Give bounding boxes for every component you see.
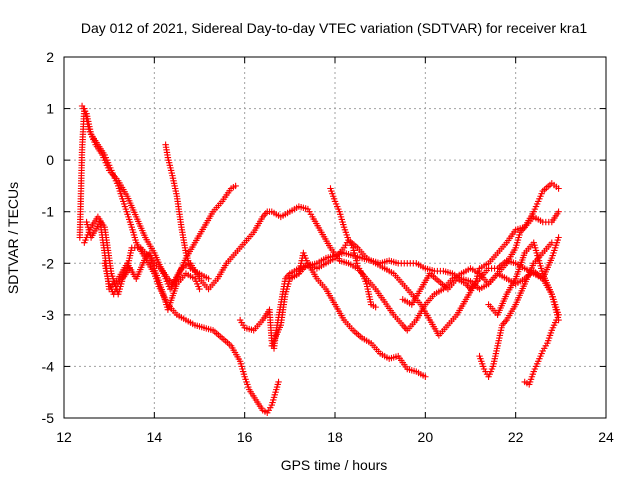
series-arc6 xyxy=(236,180,562,352)
data-point xyxy=(196,285,203,293)
marks-layer xyxy=(76,102,562,417)
y-tick-label: 0 xyxy=(46,152,54,168)
y-axis-label: SDTVAR / TECUs xyxy=(5,182,21,294)
data-point xyxy=(548,239,555,246)
data-point xyxy=(555,208,562,215)
data-point xyxy=(126,265,133,272)
y-tick-label: -2 xyxy=(42,255,55,271)
y-tick-label: 1 xyxy=(46,101,54,117)
data-point xyxy=(555,316,562,324)
x-tick-label: 16 xyxy=(237,429,253,445)
data-point xyxy=(232,182,239,190)
x-axis-label: GPS time / hours xyxy=(281,457,388,473)
y-tick-label: -1 xyxy=(42,204,55,220)
data-point xyxy=(422,373,429,380)
plot-frame xyxy=(63,56,607,419)
series-arc8 xyxy=(327,185,379,311)
series-arc5 xyxy=(162,141,212,282)
x-tick-label: 20 xyxy=(418,429,434,445)
series-arc7 xyxy=(268,249,429,380)
y-tick-label: 2 xyxy=(46,49,54,65)
y-tick-label: -4 xyxy=(42,358,55,374)
y-tick-label: -3 xyxy=(42,307,55,323)
series-arc14 xyxy=(81,213,133,298)
x-tick-label: 22 xyxy=(508,429,524,445)
data-point xyxy=(555,234,562,241)
series-arc2 xyxy=(78,102,282,417)
x-tick-label: 18 xyxy=(327,429,343,445)
series-arc12 xyxy=(521,316,560,388)
data-point xyxy=(372,303,379,311)
data-point xyxy=(205,275,212,282)
data-point xyxy=(275,378,282,386)
series-arc9 xyxy=(286,208,562,339)
data-point xyxy=(555,185,562,192)
series-arc4 xyxy=(101,244,203,313)
series-arc11 xyxy=(476,239,555,380)
series-arc1 xyxy=(76,105,239,293)
x-tick-label: 14 xyxy=(147,429,163,445)
chart-title: Day 012 of 2021, Sidereal Day-to-day VTE… xyxy=(81,20,587,36)
x-tick-label: 12 xyxy=(56,429,72,445)
y-tick-label: -5 xyxy=(42,410,55,426)
x-tick-label: 24 xyxy=(598,429,614,445)
series-arc13 xyxy=(485,239,562,324)
